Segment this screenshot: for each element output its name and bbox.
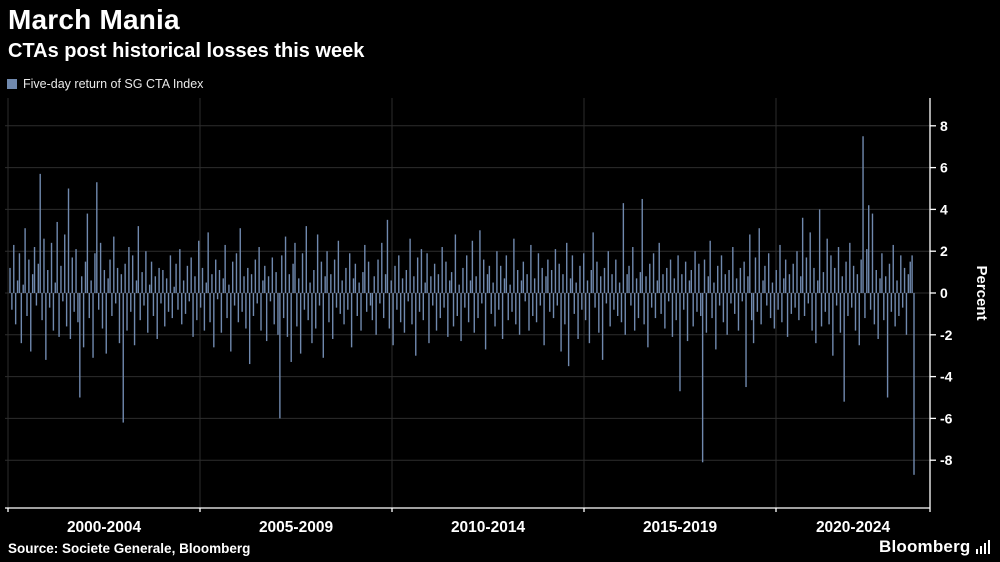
svg-text:0: 0 (940, 285, 948, 301)
legend-label: Five-day return of SG CTA Index (23, 77, 204, 91)
chart-subtitle: CTAs post historical losses this week (8, 40, 365, 62)
svg-text:2000-2004: 2000-2004 (67, 519, 142, 536)
bloomberg-wordmark: Bloomberg (878, 537, 971, 556)
svg-text:Percent: Percent (973, 265, 990, 320)
svg-text:-6: -6 (940, 410, 953, 426)
svg-text:4: 4 (940, 201, 948, 217)
source-note: Source: Societe Generale, Bloomberg (8, 541, 251, 556)
svg-text:2020-2024: 2020-2024 (816, 519, 891, 536)
bloomberg-bars-icon (975, 540, 990, 554)
svg-text:-8: -8 (940, 452, 953, 468)
svg-text:2010-2014: 2010-2014 (451, 519, 526, 536)
svg-text:-4: -4 (940, 369, 953, 385)
legend-swatch-icon (7, 79, 17, 89)
svg-text:2: 2 (940, 243, 948, 259)
svg-text:6: 6 (940, 160, 948, 176)
svg-text:8: 8 (940, 118, 948, 134)
svg-text:-2: -2 (940, 327, 953, 343)
bloomberg-logo: Bloomberg (879, 537, 990, 557)
chart-legend: Five-day return of SG CTA Index (7, 77, 203, 91)
svg-text:2005-2009: 2005-2009 (259, 519, 334, 536)
chart-title: March Mania (8, 4, 180, 35)
svg-text:2015-2019: 2015-2019 (643, 519, 718, 536)
chart-header: March Mania CTAs post historical losses … (8, 4, 364, 63)
